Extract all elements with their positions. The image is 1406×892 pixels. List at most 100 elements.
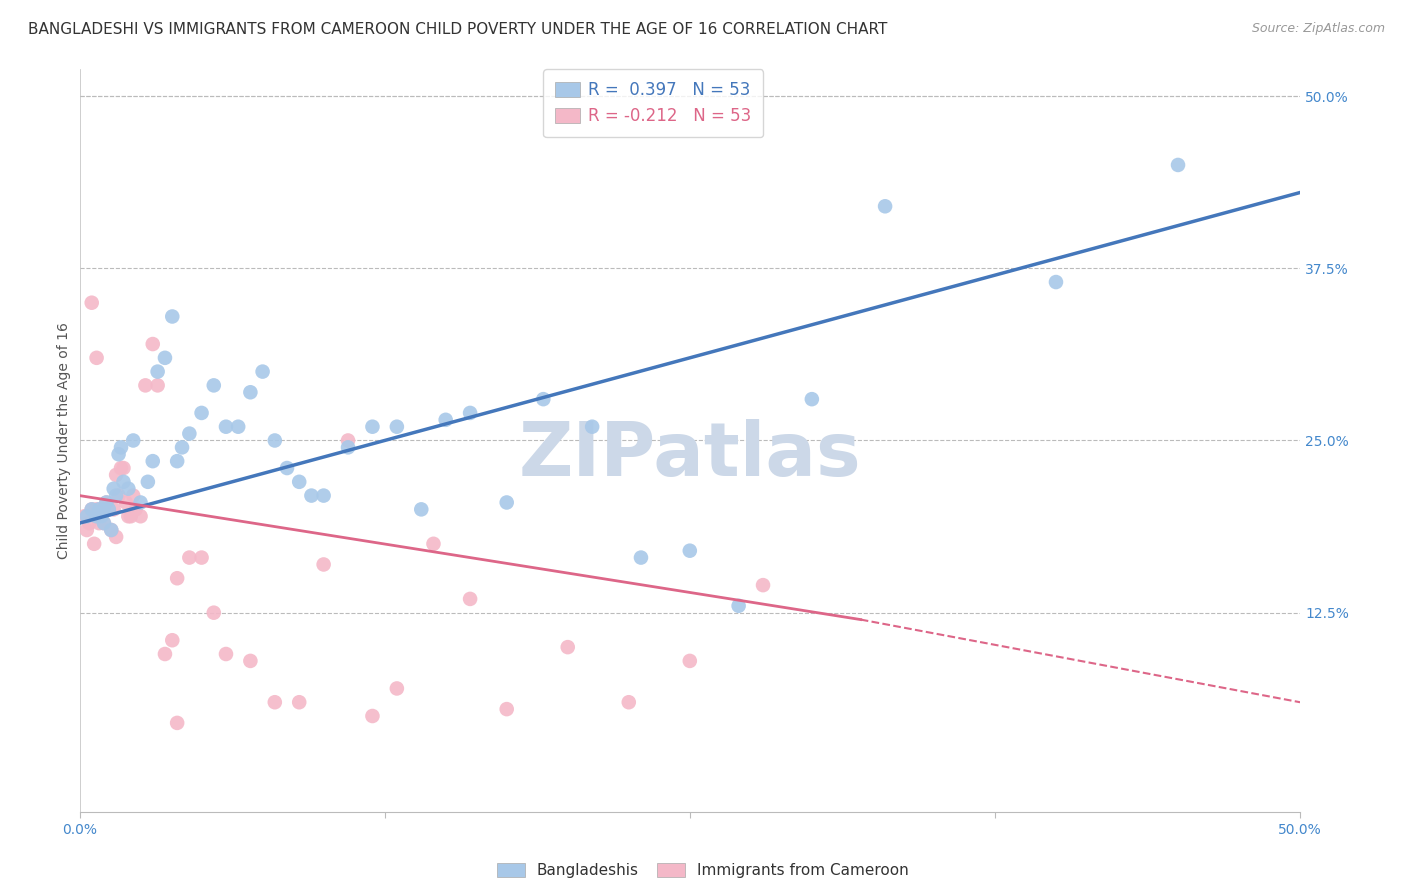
Point — [80, 295, 103, 310]
Point — [105, 489, 128, 503]
Point — [153, 647, 176, 661]
Point — [166, 454, 188, 468]
Point — [800, 392, 823, 406]
Point — [73, 509, 96, 524]
Point — [115, 495, 138, 509]
Point — [76, 523, 98, 537]
Point — [557, 640, 579, 654]
Point — [129, 509, 152, 524]
Point — [134, 378, 156, 392]
Point — [100, 523, 122, 537]
Point — [1045, 275, 1067, 289]
Point — [263, 434, 285, 448]
Point — [103, 502, 125, 516]
Point — [263, 695, 285, 709]
Point — [110, 461, 132, 475]
Point — [100, 523, 122, 537]
Point — [617, 695, 640, 709]
Point — [93, 516, 115, 530]
Point — [679, 543, 702, 558]
Point — [107, 447, 129, 461]
Point — [179, 426, 201, 441]
Point — [112, 475, 135, 489]
Point — [190, 406, 212, 420]
Point — [80, 502, 103, 516]
Point — [434, 413, 457, 427]
Point — [122, 434, 145, 448]
Point — [90, 509, 112, 524]
Point — [495, 702, 517, 716]
Point — [142, 337, 165, 351]
Y-axis label: Child Poverty Under the Age of 16: Child Poverty Under the Age of 16 — [58, 322, 72, 559]
Point — [110, 441, 132, 455]
Point — [96, 495, 118, 509]
Point — [87, 516, 110, 530]
Point — [96, 495, 118, 509]
Point — [129, 495, 152, 509]
Point — [288, 475, 311, 489]
Point — [202, 606, 225, 620]
Point — [179, 550, 201, 565]
Point — [90, 502, 112, 516]
Point — [146, 378, 169, 392]
Point — [93, 502, 115, 516]
Point — [458, 591, 481, 606]
Point — [103, 482, 125, 496]
Point — [495, 495, 517, 509]
Point — [385, 681, 408, 696]
Point — [215, 419, 238, 434]
Point — [170, 441, 193, 455]
Point — [77, 516, 100, 530]
Point — [385, 419, 408, 434]
Point — [153, 351, 176, 365]
Point — [422, 537, 444, 551]
Text: BANGLADESHI VS IMMIGRANTS FROM CAMEROON CHILD POVERTY UNDER THE AGE OF 16 CORREL: BANGLADESHI VS IMMIGRANTS FROM CAMEROON … — [28, 22, 887, 37]
Point — [337, 434, 360, 448]
Point — [531, 392, 554, 406]
Point — [727, 599, 749, 613]
Point — [190, 550, 212, 565]
Point — [117, 482, 139, 496]
Point — [312, 489, 335, 503]
Point — [105, 530, 128, 544]
Point — [252, 365, 274, 379]
Point — [581, 419, 603, 434]
Point — [86, 351, 108, 365]
Point — [215, 647, 238, 661]
Point — [299, 489, 322, 503]
Point — [679, 654, 702, 668]
Point — [458, 406, 481, 420]
Point — [752, 578, 775, 592]
Legend: R =  0.397   N = 53, R = -0.212   N = 53: R = 0.397 N = 53, R = -0.212 N = 53 — [543, 70, 763, 137]
Point — [1167, 158, 1189, 172]
Point — [80, 502, 103, 516]
Point — [166, 715, 188, 730]
Point — [875, 199, 897, 213]
Point — [239, 654, 262, 668]
Point — [93, 502, 115, 516]
Point — [122, 489, 145, 503]
Point — [202, 378, 225, 392]
Point — [411, 502, 433, 516]
Point — [142, 454, 165, 468]
Text: Source: ZipAtlas.com: Source: ZipAtlas.com — [1251, 22, 1385, 36]
Text: ZIPatlas: ZIPatlas — [519, 419, 860, 491]
Point — [120, 509, 142, 524]
Point — [162, 310, 184, 324]
Point — [162, 633, 184, 648]
Point — [97, 502, 120, 516]
Point — [630, 550, 652, 565]
Point — [337, 441, 360, 455]
Point — [105, 467, 128, 482]
Point — [226, 419, 249, 434]
Point — [86, 509, 108, 524]
Point — [107, 489, 129, 503]
Point — [87, 502, 110, 516]
Point — [117, 509, 139, 524]
Point — [86, 509, 108, 524]
Point — [97, 502, 120, 516]
Point — [361, 419, 384, 434]
Point — [86, 502, 108, 516]
Point — [146, 365, 169, 379]
Point — [239, 385, 262, 400]
